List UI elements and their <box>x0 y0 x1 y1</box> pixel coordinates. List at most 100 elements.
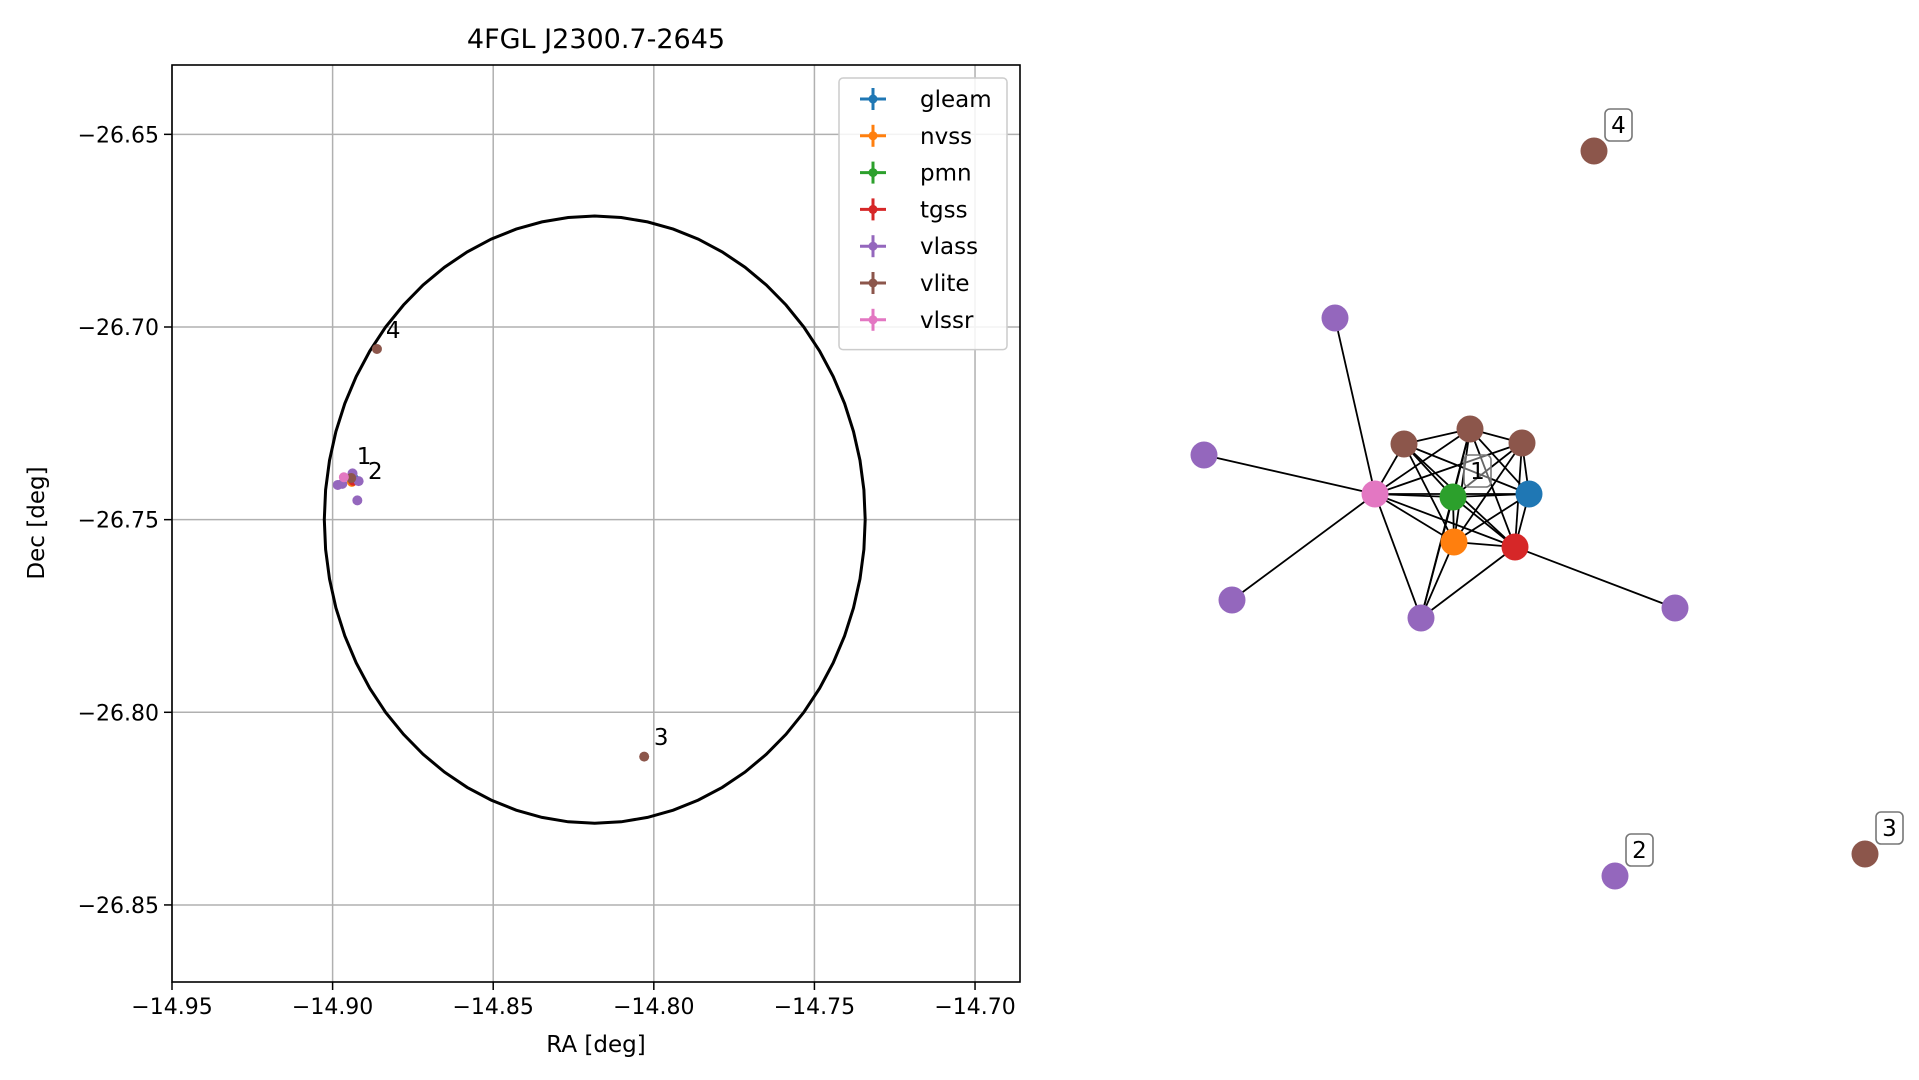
network-node-vlite <box>1580 137 1608 165</box>
point-vlass <box>352 495 363 506</box>
legend-entry-nvss: nvss <box>860 124 972 150</box>
network-edge <box>1334 317 1376 495</box>
network-label-text: 2 <box>1632 838 1647 864</box>
legend-entry-vlssr: vlssr <box>860 308 974 334</box>
network-label-4: 4 <box>1604 108 1633 142</box>
legend-label-tgss: tgss <box>920 197 968 223</box>
network-label-text: 3 <box>1882 816 1897 842</box>
legend: gleam nvss pmn tgss vlass vlite vlssr <box>838 77 1008 351</box>
network-label-2: 2 <box>1625 833 1654 867</box>
legend-marker-dot <box>868 131 878 141</box>
network-node-vlite <box>1390 430 1418 458</box>
points-layer <box>332 343 650 762</box>
legend-marker-dot <box>868 315 878 325</box>
network-edge <box>1374 493 1455 543</box>
x-tick-label: −14.95 <box>131 995 212 1020</box>
network-node-vlass <box>1407 604 1435 632</box>
network-label-box <box>1604 108 1633 142</box>
network-node-vlite <box>1851 840 1879 868</box>
legend-entry-vlite: vlite <box>860 271 970 297</box>
point-vlite <box>346 473 357 484</box>
point-label-3: 3 <box>654 725 669 751</box>
network-edge <box>1452 442 1523 498</box>
network-edge <box>1374 493 1422 619</box>
network-label-1: 1 <box>1463 454 1492 488</box>
x-tick-label: −14.75 <box>774 995 855 1020</box>
legend-label-nvss: nvss <box>920 124 972 150</box>
legend-entry-vlass: vlass <box>860 234 978 260</box>
network-label-box <box>1625 833 1654 867</box>
legend-marker-dot <box>868 278 878 288</box>
point-label-4: 4 <box>386 318 401 344</box>
network-node-vlass <box>1190 441 1218 469</box>
x-tick-label: −14.90 <box>292 995 373 1020</box>
ellipse-layer <box>322 214 867 825</box>
legend-marker-dot <box>868 204 878 214</box>
legend-label-gleam: gleam <box>920 87 992 113</box>
network-node-tgss <box>1501 533 1529 561</box>
y-axis-label: Dec [deg] <box>24 466 50 579</box>
x-tick-label: −14.80 <box>613 995 694 1020</box>
legend-marker-dot <box>868 241 878 251</box>
network-edge <box>1203 454 1376 495</box>
network-node-vlite <box>1456 415 1484 443</box>
network-edge <box>1420 541 1455 619</box>
scatter-panel: 12 4 3 −14.95 −14.90 −14.85 −14.80 −14.75 −14.7… <box>24 24 1021 1058</box>
chart-title: 4FGL J2300.7-2645 <box>467 24 725 55</box>
point-vlite <box>371 343 382 354</box>
legend-entry-tgss: tgss <box>860 197 968 223</box>
legend-entry-pmn: pmn <box>860 161 972 187</box>
legend-entry-gleam: gleam <box>860 87 992 113</box>
y-tick-label: −26.75 <box>78 509 159 534</box>
legend-label-vlssr: vlssr <box>920 308 974 334</box>
network-edge <box>1453 493 1530 543</box>
x-tick-label: −14.70 <box>934 995 1015 1020</box>
network-edge <box>1231 493 1376 601</box>
network-label-3: 3 <box>1875 811 1904 845</box>
network-edge <box>1403 443 1530 495</box>
point-label-2: 2 <box>368 459 383 485</box>
legend-label-pmn: pmn <box>920 161 972 187</box>
point-vlite <box>639 751 650 762</box>
network-node-vlssr <box>1361 480 1389 508</box>
network-node-vlite <box>1508 429 1536 457</box>
error-ellipse <box>322 214 867 825</box>
legend-marker-dot <box>868 168 878 178</box>
tick-layer: −14.95 −14.90 −14.85 −14.80 −14.75 −14.70 −26.… <box>78 123 1016 1020</box>
y-tick-label: −26.70 <box>78 316 159 341</box>
network-label-text: 1 <box>1470 459 1485 485</box>
point-vlssr <box>338 472 349 483</box>
legend-label-vlass: vlass <box>920 234 978 260</box>
network-label-box <box>1463 454 1492 488</box>
network-node-pmn <box>1439 483 1467 511</box>
network-node-vlass <box>1218 586 1246 614</box>
y-tick-label: −26.80 <box>78 701 159 726</box>
network-node-vlass <box>1661 594 1689 622</box>
network-edge <box>1514 546 1676 609</box>
network-edge <box>1374 442 1523 495</box>
network-edge <box>1420 546 1516 619</box>
network-panel: 1 4 2 3 <box>1190 108 1904 890</box>
point-label-1: 1 <box>357 444 372 470</box>
node-layer <box>1190 137 1879 890</box>
y-tick-label: −26.65 <box>78 123 159 148</box>
x-tick-label: −14.85 <box>453 995 534 1020</box>
network-edge <box>1420 428 1471 619</box>
network-edge <box>1374 493 1516 548</box>
grid-layer <box>171 65 1020 982</box>
point-label-layer: 12 4 3 <box>357 318 669 751</box>
network-node-vlass <box>1601 862 1629 890</box>
network-edge <box>1453 442 1523 543</box>
legend-marker-dot <box>868 94 878 104</box>
network-edge <box>1453 428 1471 543</box>
y-tick-label: −26.85 <box>78 894 159 919</box>
network-node-vlass <box>1321 304 1349 332</box>
network-label-box <box>1875 811 1904 845</box>
node-label-layer: 1 4 2 3 <box>1463 108 1904 867</box>
network-label-text: 4 <box>1611 113 1626 139</box>
network-edge <box>1469 428 1516 548</box>
network-node-gleam <box>1515 480 1543 508</box>
plot-frame <box>171 64 1021 983</box>
network-node-nvss <box>1440 528 1468 556</box>
